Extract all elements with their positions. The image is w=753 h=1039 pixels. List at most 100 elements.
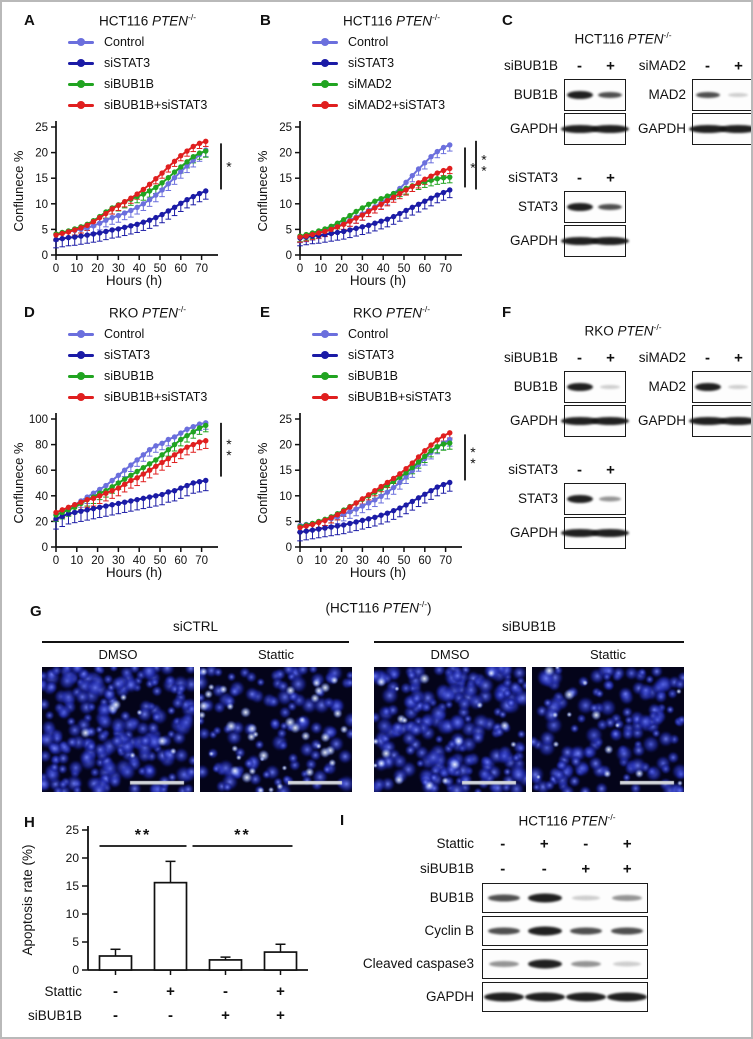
microscopy-image — [42, 667, 194, 792]
svg-text:25: 25 — [35, 122, 48, 134]
svg-text:10: 10 — [314, 555, 327, 567]
legend-dot — [321, 101, 329, 109]
svg-text:15: 15 — [279, 465, 292, 477]
protein-band — [561, 124, 599, 133]
protein-band — [611, 894, 642, 901]
blot-row: GAPDH — [622, 112, 751, 145]
svg-text:60: 60 — [174, 263, 187, 275]
cell-line: HCT116 — [329, 600, 380, 616]
lane-symbol: - — [500, 835, 506, 852]
svg-text:Conflunece %: Conflunece % — [255, 442, 270, 523]
lane-symbol: - — [541, 860, 547, 877]
legend-marker — [312, 38, 338, 46]
condition-symbol: + — [166, 983, 175, 1000]
protein-label: MAD2 — [648, 379, 686, 394]
legend-marker — [68, 330, 94, 338]
svg-text:0: 0 — [72, 963, 79, 977]
legend-item: Control — [68, 324, 252, 345]
protein-band — [728, 384, 748, 389]
protein-band — [610, 927, 643, 934]
svg-text:0: 0 — [53, 555, 59, 567]
legend-item: siBUB1B+siSTAT3 — [312, 387, 496, 408]
svg-text:40: 40 — [377, 263, 390, 275]
blot-row: STAT3 — [494, 190, 626, 223]
legend-marker — [312, 330, 338, 338]
blot-rows: Stattic - + - + siBUB1B - - + + BUB1B Cyclin B Cleav… — [332, 833, 751, 1012]
panel-label: A — [24, 12, 35, 29]
svg-text:0: 0 — [297, 555, 303, 567]
lane-symbols: - + — [564, 167, 626, 189]
sig-label: ** — [470, 443, 476, 470]
lane-symbol: - — [500, 860, 506, 877]
svg-text:10: 10 — [279, 198, 292, 210]
chart-legend: Control siSTAT3 siBUB1B siBUB1B+siSTAT3 — [312, 324, 496, 408]
blot-block-header: siBUB1B - + — [494, 347, 626, 369]
svg-text:5: 5 — [42, 224, 48, 236]
protein-label: Cleaved caspase3 — [362, 956, 474, 971]
gene-name: PTEN — [385, 305, 422, 321]
panel-label: I — [340, 812, 345, 829]
protein-label: BUB1B — [429, 890, 474, 905]
protein-band — [571, 895, 600, 900]
condition-row-label: siBUB1B — [28, 1008, 82, 1023]
panel-h: H 0 5 10 15 20 25 Apoptosis rate (%) ** ** Statti… — [10, 804, 328, 1037]
legend-item: siMAD2 — [312, 74, 496, 95]
protein-band — [598, 91, 622, 98]
cell-line: RKO — [352, 305, 383, 321]
svg-text:0: 0 — [286, 250, 292, 262]
protein-band — [569, 927, 602, 934]
panel-a: A HCT116 PTEN-/- Control siSTAT3 siBUB1B si… — [10, 6, 252, 294]
group-header-sictrl: siCTRL — [42, 619, 349, 643]
chart-svg-A: 0 5 10 15 20 25 0 10 20 30 40 50 60 70 Hours (h) Conflu… — [11, 120, 232, 288]
protein-band — [591, 528, 629, 537]
svg-text:0: 0 — [42, 250, 48, 262]
legend-item: siSTAT3 — [68, 345, 252, 366]
svg-text:20: 20 — [279, 439, 292, 451]
gene-name: PTEN — [141, 305, 178, 321]
blot-blocks: siBUB1B - + BUB1B GAPDH siMAD2- + MAD2 GAPDH siST… — [494, 347, 751, 587]
condition-symbol: + — [276, 983, 285, 1000]
svg-text:10: 10 — [70, 263, 83, 275]
svg-text:Conflunece %: Conflunece % — [255, 150, 270, 231]
lane-symbol: - — [577, 57, 582, 74]
legend-item-label: siSTAT3 — [348, 348, 395, 362]
legend-item: Control — [312, 324, 496, 345]
svg-text:Conflunece %: Conflunece % — [11, 442, 26, 523]
blot-block-siMAD2: siMAD2- + MAD2 GAPDH — [622, 55, 751, 145]
protein-band — [591, 236, 629, 245]
svg-text:20: 20 — [66, 851, 80, 865]
svg-text:10: 10 — [35, 198, 48, 210]
svg-text:60: 60 — [174, 555, 187, 567]
group-header-sibub1b: siBUB1B — [374, 619, 684, 643]
bar — [263, 951, 298, 971]
legend-item-label: Control — [104, 327, 145, 341]
panel-f: F RKO PTEN-/- siBUB1B - + BUB1B GAPDH siMAD2-… — [494, 298, 751, 587]
protein-label: STAT3 — [517, 491, 558, 506]
protein-band — [567, 494, 593, 503]
panel-g: G (HCT116 PTEN-/-) siCTRL siBUB1B DMSO S… — [12, 595, 745, 805]
blot-row: GAPDH — [494, 112, 629, 145]
protein-band — [527, 959, 562, 968]
legend-dot — [77, 330, 85, 338]
lane-symbols: - + - + — [482, 833, 648, 855]
series-siBUB1B+siSTAT3 — [299, 431, 451, 529]
sig-label: * — [470, 159, 476, 175]
legend-item-label: Control — [348, 327, 389, 341]
chart-title: RKO PTEN-/- — [50, 304, 245, 321]
cell-line: HCT116 — [518, 813, 568, 829]
lane-symbols: - + — [692, 347, 751, 369]
protein-label: STAT3 — [517, 199, 558, 214]
protein-band — [561, 528, 599, 537]
legend-item-label: siSTAT3 — [104, 348, 151, 362]
legend-dot — [77, 101, 85, 109]
svg-text:0: 0 — [297, 263, 303, 275]
blot-row: GAPDH — [494, 404, 629, 437]
lane-symbols: - + — [692, 55, 751, 77]
svg-text:40: 40 — [35, 490, 48, 502]
svg-text:30: 30 — [356, 263, 369, 275]
svg-text:70: 70 — [439, 263, 452, 275]
legend-item-label: siMAD2+siSTAT3 — [348, 98, 446, 112]
protein-label: GAPDH — [425, 989, 474, 1004]
legend-marker — [312, 59, 338, 67]
